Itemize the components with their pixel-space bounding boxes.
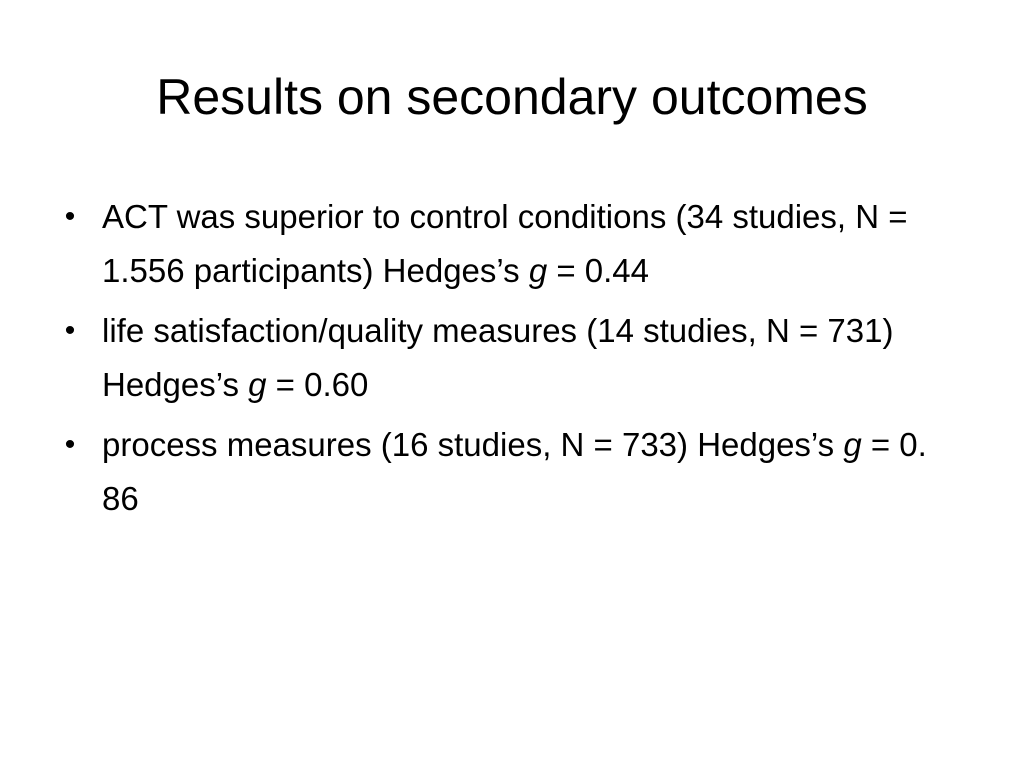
bullet-text: life satisfaction/quality measures (14 s…	[102, 312, 893, 403]
bullet-item-act-superior: • ACT was superior to control conditions…	[60, 190, 950, 298]
bullet-item-process-measures: • process measures (16 studies, N = 733)…	[60, 418, 950, 526]
slide-title: Results on secondary outcomes	[156, 69, 868, 125]
bullet-text-before: ACT was superior to control conditions (…	[102, 198, 908, 289]
bullet-icon: •	[64, 200, 76, 233]
bullet-list: • ACT was superior to control conditions…	[60, 190, 950, 532]
bullet-text: process measures (16 studies, N = 733) H…	[102, 426, 927, 517]
bullet-text-after: = 0. 86	[102, 426, 927, 517]
bullet-text-after: = 0.60	[266, 366, 369, 403]
bullet-text-before: process measures (16 studies, N = 733) H…	[102, 426, 844, 463]
bullet-icon: •	[64, 314, 76, 347]
bullet-text-italic: g	[843, 426, 862, 463]
bullet-text: ACT was superior to control conditions (…	[102, 198, 908, 289]
bullet-text-before: life satisfaction/quality measures (14 s…	[102, 312, 894, 403]
bullet-text-after: = 0.44	[547, 252, 650, 289]
bullet-item-life-satisfaction: • life satisfaction/quality measures (14…	[60, 304, 950, 412]
bullet-icon: •	[64, 428, 76, 461]
bullet-text-italic: g	[528, 252, 548, 289]
bullet-text-italic: g	[248, 366, 267, 403]
